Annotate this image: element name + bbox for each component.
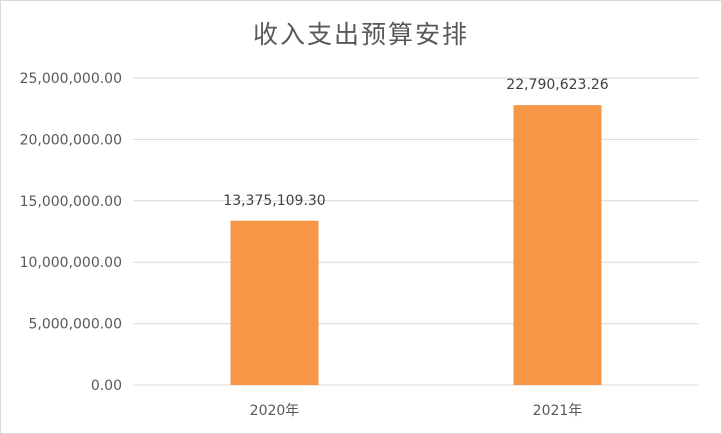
bar: [230, 220, 319, 385]
x-category-label: 2020年: [250, 403, 300, 419]
y-tick-label: 5,000,000.00: [28, 317, 122, 333]
data-label: 22,790,623.26: [506, 77, 609, 93]
y-tick-label: 0.00: [91, 378, 122, 394]
data-label: 13,375,109.30: [223, 193, 325, 209]
chart-title: 收入支出预算安排: [252, 20, 469, 49]
y-tick-label: 20,000,000.00: [20, 132, 122, 148]
bar: [513, 105, 602, 385]
y-tick-label: 10,000,000.00: [20, 255, 122, 271]
x-category-label: 2021年: [533, 403, 583, 419]
y-tick-label: 15,000,000.00: [20, 194, 122, 210]
y-tick-label: 25,000,000.00: [20, 71, 122, 87]
